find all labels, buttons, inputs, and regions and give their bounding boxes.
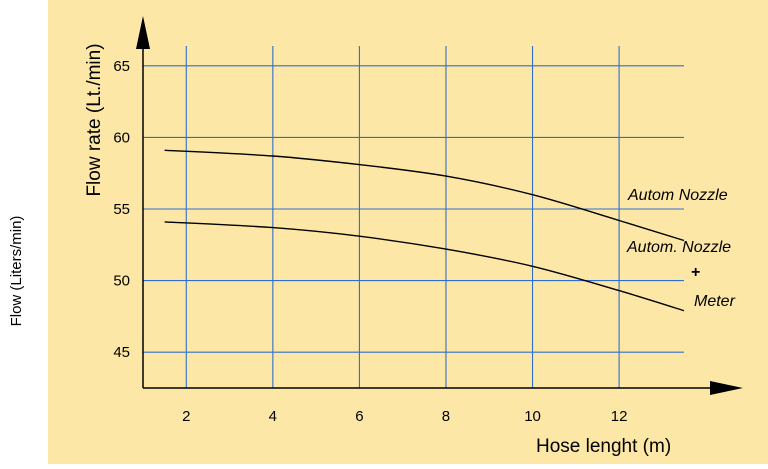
axes — [136, 16, 743, 395]
x-tick-label: 12 — [611, 408, 628, 425]
grid-lines — [143, 46, 684, 388]
y-tick-label: 60 — [113, 129, 130, 146]
series-2-label-line2: + — [691, 264, 700, 281]
series-2-label-line1: Autom. Nozzle — [626, 239, 731, 256]
series-2-label-line3: Meter — [694, 293, 736, 310]
x-tick-label: 4 — [269, 408, 277, 425]
series-1-label: Autom Nozzle — [627, 187, 728, 204]
x-tick-label: 8 — [442, 408, 450, 425]
series-1-line — [164, 149, 685, 242]
y-axis-arrowhead — [136, 16, 150, 49]
y-axis-title: Flow rate (Lt./min) — [84, 43, 105, 196]
x-axis-title: Hose lenght (m) — [536, 436, 671, 457]
series-curves — [164, 149, 685, 312]
x-tick-label: 10 — [524, 408, 541, 425]
x-axis-arrowhead — [710, 381, 743, 395]
chart-panel-background — [48, 0, 768, 464]
y-tick-label: 45 — [113, 344, 130, 361]
x-tick-label: 6 — [355, 408, 363, 425]
x-tick-label: 2 — [182, 408, 190, 425]
y-tick-label: 65 — [113, 58, 130, 75]
y-tick-label: 55 — [113, 201, 130, 218]
y-tick-label: 50 — [113, 273, 130, 290]
tick-labels: 2 4 6 8 10 12 45 50 55 60 65 — [113, 58, 627, 425]
series-2-line — [164, 221, 685, 312]
outer-axis-label: Flow (Liters/min) — [8, 216, 25, 327]
